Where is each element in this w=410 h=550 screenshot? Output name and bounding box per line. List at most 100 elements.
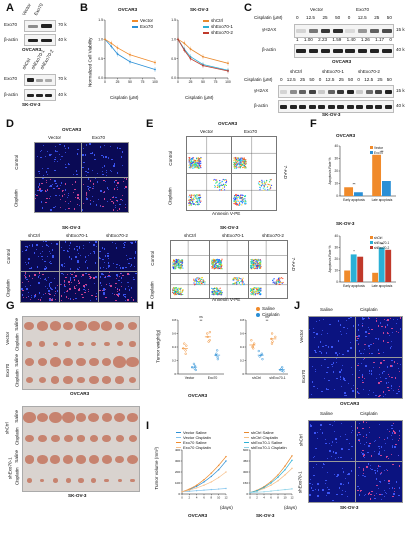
nucleus-dot [105,156,107,158]
tumor [37,357,48,366]
flow-event [238,202,241,204]
nucleus-dot [100,258,102,260]
nucleus-dot [117,295,119,297]
tumor [117,478,122,483]
flow-event [255,291,258,293]
nucleus-dot [108,265,110,267]
nucleus-dot [340,423,343,425]
nucleus-dot [56,243,58,245]
flow-event [251,261,253,263]
nucleus-dot [104,248,106,250]
nucleus-dot [79,247,81,249]
nucleus-dot [24,273,27,276]
growth-point [188,489,191,491]
nucleus-dot [55,186,57,188]
nucleus-dot [34,274,36,276]
nucleus-dot [398,385,401,388]
nucleus-dot [358,487,360,490]
nucleus-dot [358,441,361,443]
sample-dot [184,349,187,352]
flow-event [193,282,195,284]
nucleus-dot [362,376,364,378]
flow-event [215,287,217,289]
flow-event [239,204,241,206]
tumor [101,413,113,422]
b-left-title: OVCAR3 [118,7,138,12]
flow-event [214,264,216,266]
flow-event [233,200,235,202]
flow-event [196,200,198,203]
nucleus-dot [38,274,40,277]
y-tick-label: 200 [175,470,180,474]
nucleus-dot [135,241,137,243]
tumor [52,478,58,483]
nucleus-dot [361,319,363,321]
c-bottom-row-h2ax: γH2AX [254,88,269,93]
nucleus-dot [102,170,104,173]
nucleus-dot [29,275,31,277]
growth-point [203,479,205,481]
nucleus-dot [392,463,394,466]
nucleus-dot [99,205,101,208]
flow-event [214,184,216,187]
tumor [103,341,110,347]
nucleus-dot [58,188,60,190]
nucleus-dot [64,148,66,150]
flow-event [236,279,238,281]
blot-band [365,90,373,94]
flow-event [244,167,246,169]
flow-event [265,184,267,186]
nucleus-dot [383,489,385,492]
nucleus-dot [317,346,320,348]
nucleus-dot [313,336,315,339]
nucleus-dot [115,299,117,302]
nucleus-dot [64,145,66,147]
nucleus-dot [89,299,92,302]
nucleus-dot [44,190,47,192]
nucleus-dot [95,241,97,243]
tumor [102,358,112,366]
nucleus-dot [328,492,330,494]
c-bottom-marker-40k: 40 k [396,103,405,108]
a-blot-bottom-exo70 [24,74,56,86]
category-label: shCtrl [252,376,261,380]
nucleus-dot [97,199,99,201]
c-top-doses: 0 12.5 25 50 0 12.5 25 50 [296,15,392,21]
nucleus-dot [100,281,102,283]
flow-event [176,293,178,295]
nucleus-dot [134,251,136,253]
nucleus-dot [378,349,380,351]
g-top-row-2: Cisplatin [14,333,20,352]
blot-band [365,105,373,109]
g-bottom-row-4: Cisplatin [14,467,20,486]
nucleus-dot [113,294,115,296]
flow-plot [210,241,248,273]
nucleus-dot [348,448,350,450]
nucleus-dot [103,191,106,193]
nucleus-dot [395,377,397,379]
flow-event [200,165,202,167]
nucleus-dot [50,185,52,187]
nucleus-dot [387,374,390,376]
nucleus-dot [90,277,92,279]
nucleus-dot [329,450,331,452]
nucleus-dot [59,153,61,155]
nucleus-dot [384,442,386,445]
y-tick-label: 40 [334,144,338,148]
nucleus-dot [325,442,327,445]
nucleus-dot [103,165,106,167]
legend-swatch [370,241,373,244]
blot-band [356,105,364,109]
nucleus-dot [68,250,70,253]
nucleus-dot [70,298,72,300]
flow-event [242,161,244,163]
flow-event [218,182,221,184]
flow-event [218,265,220,267]
nucleus-dot [50,252,52,255]
nucleus-dot [44,260,46,263]
nucleus-dot [389,375,391,378]
flow-event [244,200,246,202]
flow-event [197,203,200,205]
nucleus-dot [51,249,53,251]
nucleus-dot [392,331,394,334]
